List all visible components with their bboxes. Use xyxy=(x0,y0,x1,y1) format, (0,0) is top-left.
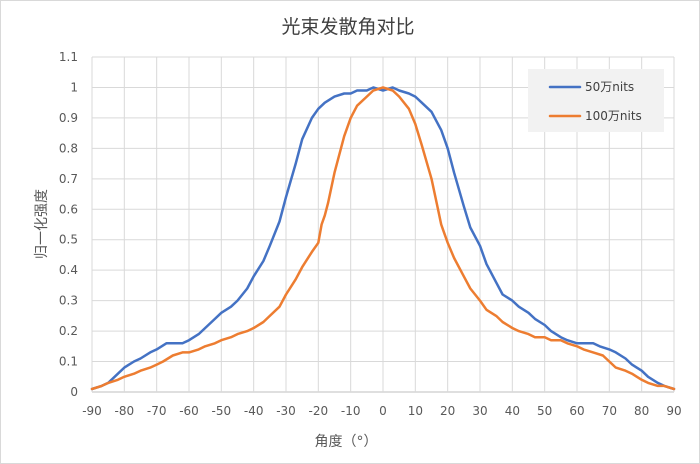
x-tick-label: -80 xyxy=(115,404,135,418)
legend-label-100w: 100万nits xyxy=(585,109,642,123)
legend-label-50w: 50万nits xyxy=(585,80,634,94)
y-tick-label: 0.9 xyxy=(59,111,78,125)
y-tick-label: 0.7 xyxy=(59,172,78,186)
x-tick-label: 10 xyxy=(408,404,423,418)
x-tick-label: 0 xyxy=(379,404,387,418)
x-tick-label: 80 xyxy=(634,404,649,418)
y-tick-label: 0.2 xyxy=(59,324,78,338)
gridlines xyxy=(91,56,675,393)
y-tick-label: 0.3 xyxy=(59,294,78,308)
x-tick-label: 20 xyxy=(440,404,455,418)
x-tick-label: -20 xyxy=(309,404,329,418)
y-tick-label: 0.4 xyxy=(59,263,78,277)
y-tick-label: 0.6 xyxy=(59,202,78,216)
chart-title: 光束发散角对比 xyxy=(281,16,414,38)
x-tick-label: -60 xyxy=(179,404,199,418)
y-tick-label: 0.1 xyxy=(59,355,78,369)
y-tick-label: 0 xyxy=(70,385,78,399)
legend-box xyxy=(528,69,664,132)
x-tick-label: -70 xyxy=(147,404,167,418)
x-tick-label: -90 xyxy=(82,404,102,418)
tick-labels: 0 0.1 0.2 0.3 0.4 0.5 0.6 0.7 0.8 0.9 1 1.1 -90 -80 -7… xyxy=(59,50,682,418)
x-tick-label: -30 xyxy=(276,404,296,418)
series-line-1 xyxy=(90,86,676,391)
x-tick-label: -10 xyxy=(341,404,361,418)
y-axis-label: 归一化强度 xyxy=(33,189,50,259)
x-tick-label: -50 xyxy=(212,404,232,418)
x-tick-label: 70 xyxy=(602,404,617,418)
x-tick-label: 30 xyxy=(472,404,487,418)
x-tick-label: 40 xyxy=(505,404,520,418)
x-axis-label: 角度（°） xyxy=(315,434,378,450)
y-tick-label: 1 xyxy=(70,80,78,94)
x-tick-label: 50 xyxy=(537,404,552,418)
legend: 50万nits 100万nits xyxy=(528,69,664,132)
y-tick-label: 1.1 xyxy=(59,50,78,64)
y-tick-label: 0.5 xyxy=(59,233,78,247)
series-lines xyxy=(90,86,676,391)
x-tick-label: -40 xyxy=(244,404,264,418)
y-tick-label: 0.8 xyxy=(59,141,78,155)
series-line-0 xyxy=(90,86,676,391)
x-tick-label: 90 xyxy=(666,404,681,418)
x-tick-label: 60 xyxy=(569,404,584,418)
